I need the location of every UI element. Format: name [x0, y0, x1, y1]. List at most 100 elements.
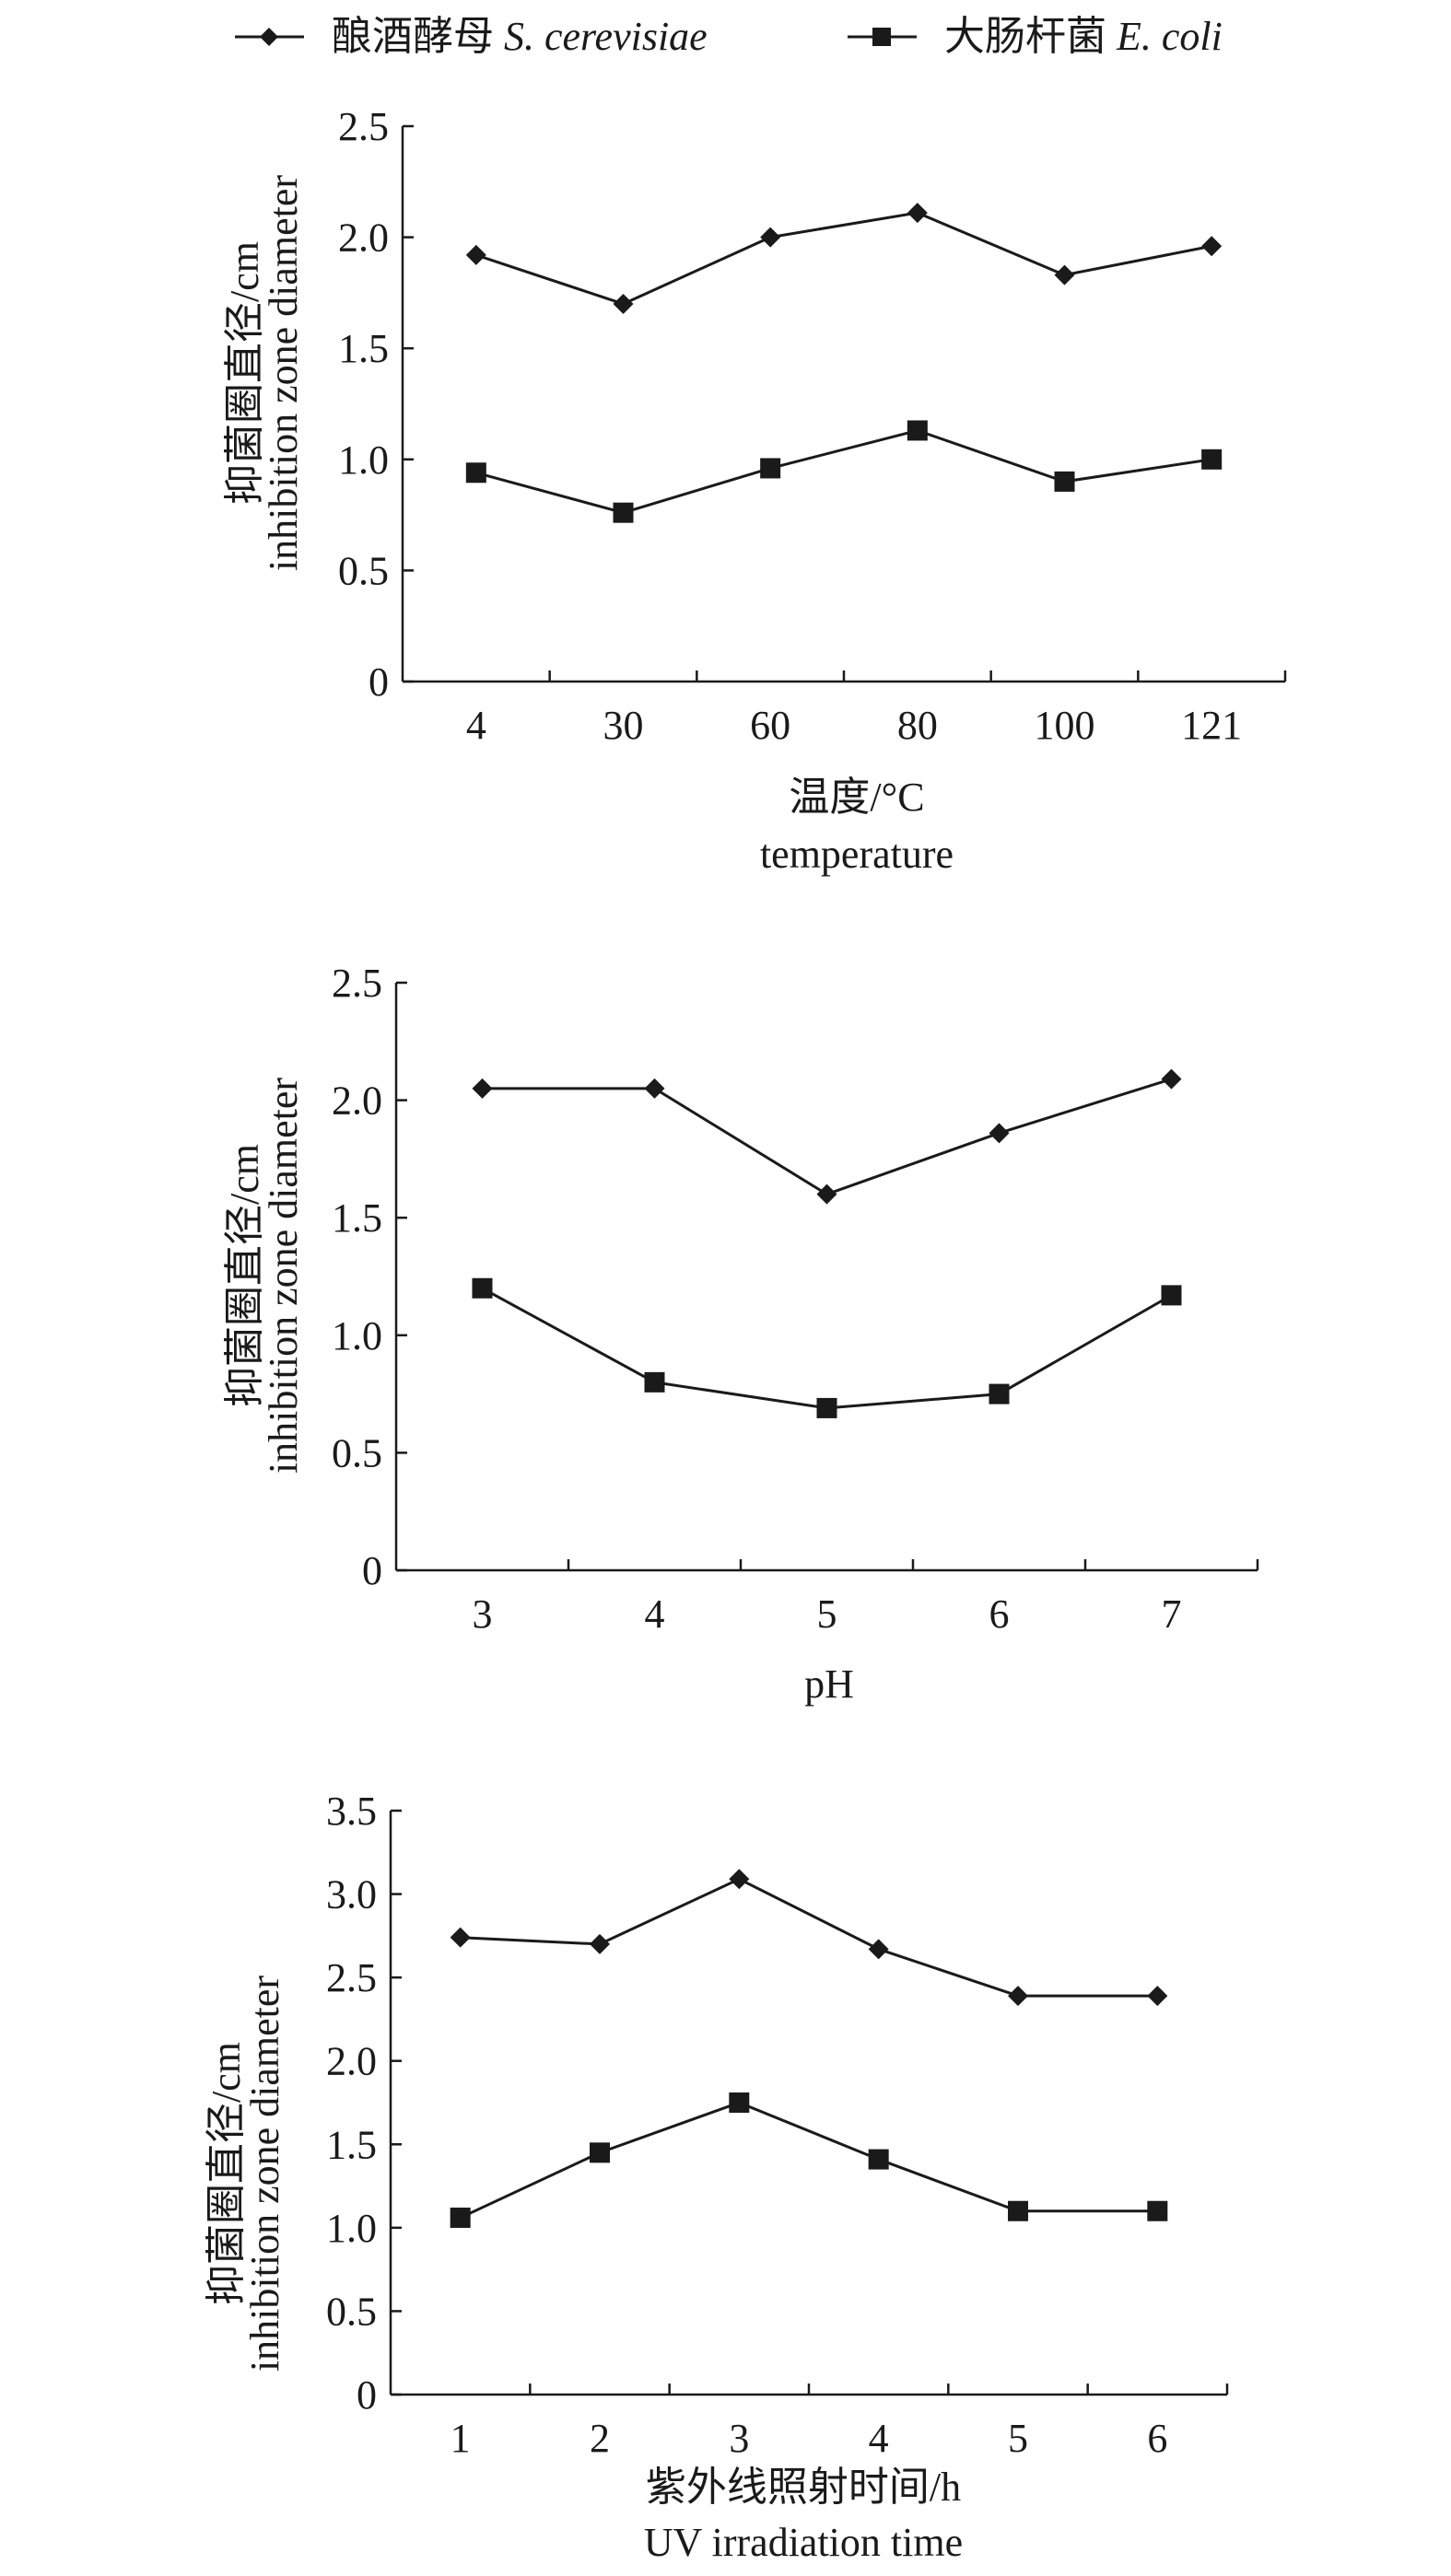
- y-ticks: 0 0.5 1.0 1.5 2.0 2.5: [338, 104, 414, 705]
- x-ticks: 4 30 60 80 100 121: [466, 670, 1287, 748]
- y-axis-label-cn: 抑菌圈直径/cm: [222, 1144, 267, 1407]
- x-axis-label-en: temperature: [760, 832, 954, 877]
- data-point-diamond: [868, 1939, 889, 1960]
- data-point-square: [1161, 1285, 1182, 1306]
- x-tick-label: 4: [869, 2416, 889, 2461]
- chart-uv-time: 0 0.5 1.0 1.5 2.0 2.5 3.0 3.5 1 2 3 4 5 6 抑菌圈直径/cm i…: [204, 1789, 1229, 2565]
- axes: [401, 126, 1285, 683]
- data-point-square: [907, 420, 928, 441]
- y-tick-label: 1.0: [338, 437, 389, 483]
- x-tick-label: 121: [1181, 703, 1242, 748]
- y-axis-label-cn: 抑菌圈直径/cm: [222, 241, 267, 505]
- data-point-diamond: [760, 227, 781, 248]
- data-point-diamond: [590, 1933, 610, 1954]
- y-tick-label: 2.5: [338, 104, 389, 149]
- y-tick-label: 0: [357, 2372, 377, 2418]
- data-point-diamond: [907, 203, 928, 224]
- y-tick-label: 0: [369, 659, 389, 705]
- data-point-diamond: [450, 1927, 471, 1948]
- plot-area: [472, 1068, 1182, 1418]
- data-point-square: [1147, 2200, 1168, 2221]
- data-point-diamond: [465, 244, 486, 265]
- y-axis-label-cn: 抑菌圈直径/cm: [204, 2042, 249, 2305]
- legend-square-marker: [872, 28, 891, 46]
- data-point-diamond: [472, 1078, 493, 1099]
- x-axis-label-cn: 温度/°C: [789, 775, 924, 820]
- y-tick-label: 0: [362, 1548, 382, 1593]
- y-tick-label: 0.5: [332, 1430, 382, 1475]
- y-tick-label: 3.0: [326, 1872, 377, 1917]
- y-axis-label-en: inhibition zone diameter: [261, 1078, 306, 1474]
- x-axis-label-cn: 紫外线照射时间/h: [646, 2465, 961, 2510]
- data-point-diamond: [989, 1123, 1010, 1144]
- y-tick-label: 2.0: [332, 1078, 382, 1124]
- data-point-square: [450, 2207, 471, 2228]
- legend-diamond-marker: [260, 28, 278, 46]
- series-line-diamond: [460, 1877, 1158, 1998]
- y-tick-label: 1.5: [326, 2122, 377, 2167]
- x-tick-label: 7: [1162, 1591, 1182, 1637]
- y-ticks: 0 0.5 1.0 1.5 2.0 2.5: [332, 961, 407, 1593]
- plot-area: [465, 203, 1223, 523]
- data-point-square: [989, 1383, 1010, 1405]
- y-axis-label-en: inhibition zone diameter: [242, 1976, 287, 2372]
- y-tick-label: 2.0: [326, 2039, 377, 2084]
- axes: [389, 1811, 1227, 2396]
- y-tick-label: 1.5: [338, 326, 389, 371]
- data-point-square: [729, 2092, 750, 2113]
- y-tick-label: 2.5: [332, 961, 382, 1006]
- x-tick-label: 60: [750, 703, 790, 748]
- x-tick-label: 4: [645, 1591, 665, 1637]
- data-point-square: [1201, 449, 1223, 470]
- y-tick-label: 1.5: [332, 1195, 382, 1241]
- data-point-diamond: [1054, 264, 1075, 286]
- data-point-square: [1008, 2200, 1028, 2221]
- y-tick-label: 3.5: [326, 1789, 377, 1834]
- y-ticks: 0 0.5 1.0 1.5 2.0 2.5 3.0 3.5: [326, 1789, 402, 2418]
- chart-ph: 0 0.5 1.0 1.5 2.0 2.5 3 4 5 6 7 抑菌圈直径/cm inhibiti…: [222, 961, 1259, 1707]
- series-line-square: [481, 1287, 1173, 1410]
- series-line-diamond: [475, 211, 1212, 306]
- x-tick-label: 6: [1147, 2416, 1167, 2461]
- data-point-square: [613, 502, 634, 523]
- x-ticks: 3 4 5 6 7: [473, 1559, 1259, 1637]
- x-tick-label: 30: [603, 703, 644, 748]
- y-tick-label: 1.0: [332, 1313, 382, 1358]
- x-tick-label: 2: [590, 2416, 610, 2461]
- legend: 酿酒酵母 S. cerevisiae 大肠杆菌 E. coli: [235, 14, 1223, 59]
- data-point-diamond: [1161, 1068, 1182, 1090]
- x-axis-label-en: UV irradiation time: [644, 2520, 963, 2565]
- data-point-square: [1054, 471, 1075, 492]
- y-tick-label: 2.0: [338, 216, 389, 261]
- data-point-diamond: [1008, 1986, 1028, 2007]
- y-tick-label: 1.0: [326, 2206, 377, 2251]
- x-ticks: 1 2 3 4 5 6: [451, 2384, 1229, 2461]
- legend-label-s-cerevisiae: 酿酒酵母 S. cerevisiae: [332, 14, 708, 59]
- x-axis-label-cn: pH: [804, 1661, 854, 1707]
- series-line-square: [460, 2101, 1158, 2220]
- data-point-diamond: [644, 1078, 665, 1099]
- x-tick-label: 5: [1008, 2416, 1028, 2461]
- data-point-diamond: [1201, 236, 1223, 257]
- data-point-square: [590, 2142, 610, 2163]
- y-tick-label: 0.5: [338, 548, 389, 593]
- y-tick-label: 2.5: [326, 1955, 377, 2000]
- x-tick-label: 3: [729, 2416, 749, 2461]
- data-point-diamond: [1147, 1986, 1168, 2007]
- x-tick-label: 1: [451, 2416, 471, 2461]
- data-point-diamond: [816, 1183, 837, 1205]
- data-point-diamond: [613, 293, 634, 314]
- data-point-square: [644, 1371, 665, 1393]
- x-tick-label: 3: [473, 1591, 493, 1637]
- data-point-square: [868, 2149, 889, 2170]
- y-axis-label-en: inhibition zone diameter: [261, 175, 306, 571]
- data-point-square: [472, 1277, 493, 1299]
- chart-temperature: 00.51.01.52.02.5 4 30 60 80 100 121 抑菌圈直径/cm …: [222, 104, 1287, 877]
- data-point-square: [465, 462, 486, 484]
- x-tick-label: 80: [897, 703, 938, 748]
- axes: [394, 983, 1258, 1572]
- data-point-diamond: [729, 1869, 750, 1890]
- x-tick-label: 100: [1035, 703, 1095, 748]
- data-point-square: [760, 458, 781, 479]
